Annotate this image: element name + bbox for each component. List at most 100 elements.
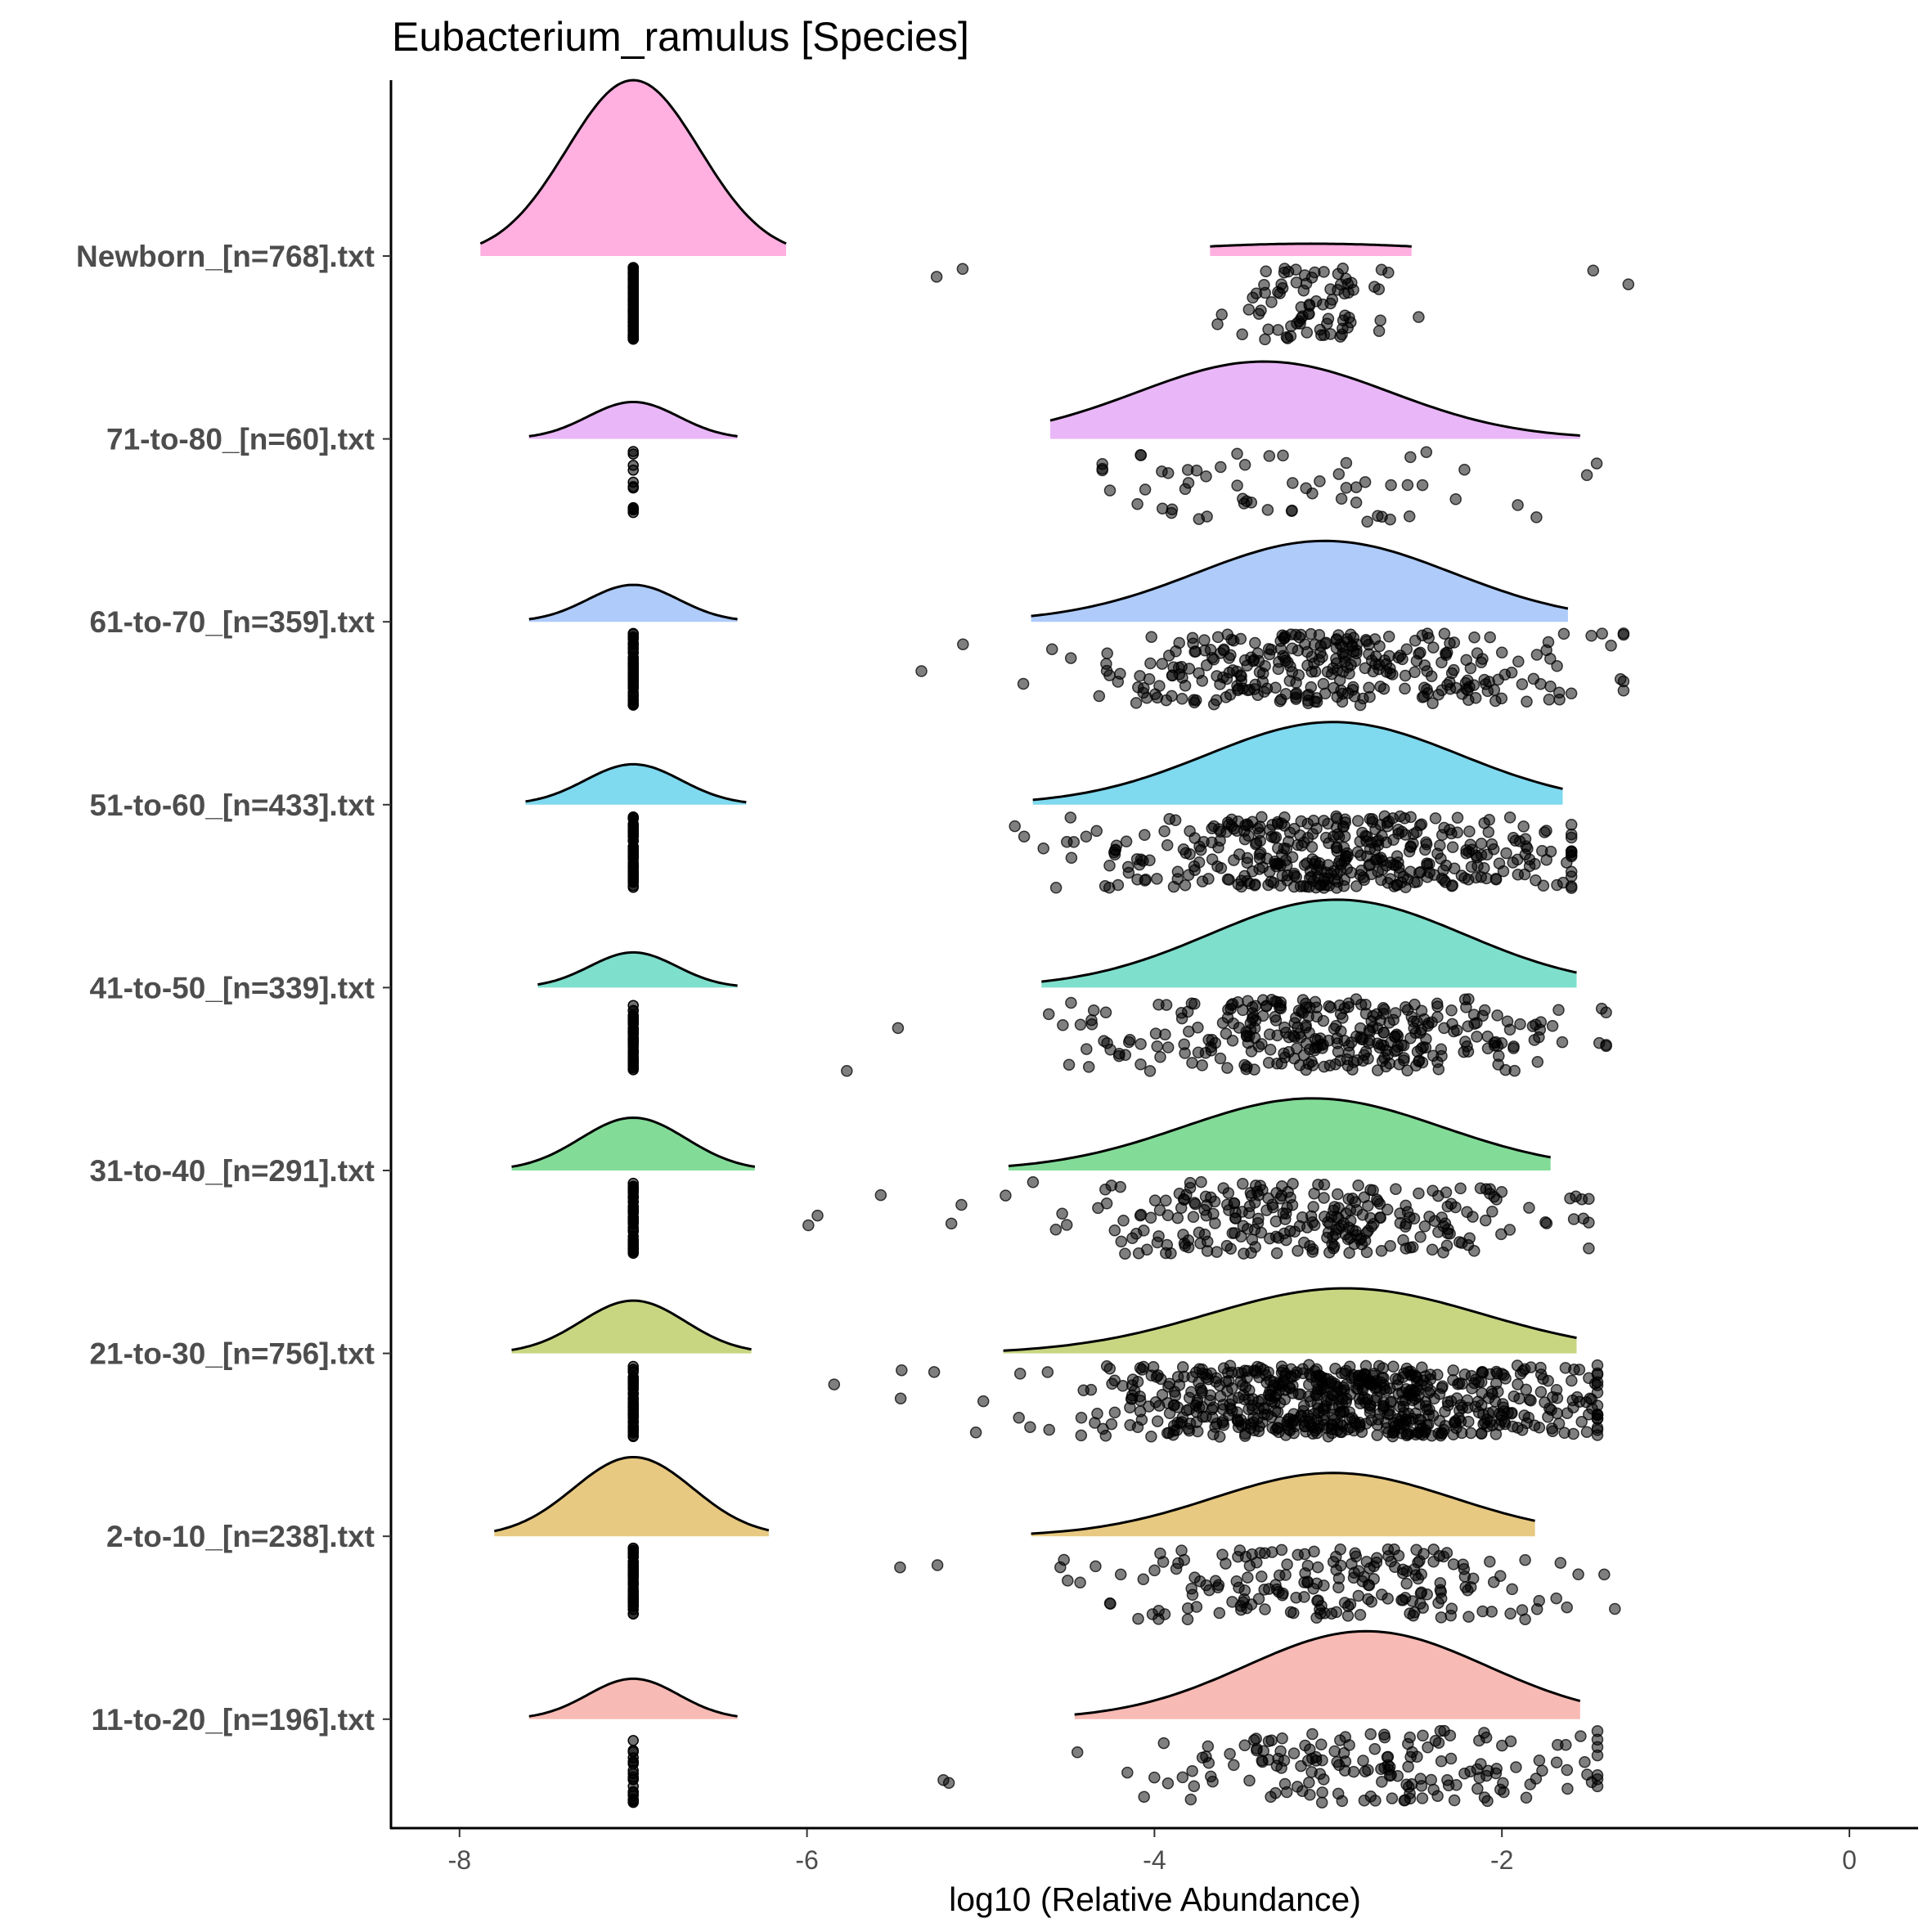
abundance-point xyxy=(1226,1227,1239,1239)
abundance-point xyxy=(1369,1394,1382,1407)
y-tick-label: 11-to-20_[n=196].txt xyxy=(92,1703,375,1737)
abundance-point xyxy=(1099,1006,1112,1018)
abundance-point xyxy=(1364,858,1377,870)
abundance-point xyxy=(1396,1386,1409,1399)
abundance-point xyxy=(1289,628,1302,641)
zero-point xyxy=(627,1000,639,1011)
abundance-point xyxy=(1471,1782,1484,1795)
abundance-point xyxy=(1009,820,1021,833)
abundance-point xyxy=(1183,663,1196,675)
abundance-point xyxy=(1160,694,1173,707)
abundance-point xyxy=(1065,851,1078,865)
abundance-point xyxy=(1139,483,1152,496)
abundance-point xyxy=(957,638,969,650)
abundance-point xyxy=(1196,1751,1209,1764)
abundance-point xyxy=(1410,1382,1423,1395)
abundance-point xyxy=(1352,1565,1365,1577)
y-tick-label: 71-to-80_[n=60].txt xyxy=(106,423,375,456)
abundance-point xyxy=(1292,669,1305,681)
abundance-point xyxy=(1269,1010,1282,1023)
abundance-point xyxy=(1384,513,1396,526)
y-axis: Newborn_[n=768].txt 71-to-80_[n=60].txt 61… xyxy=(76,240,391,1737)
abundance-point xyxy=(1579,1756,1591,1768)
abundance-point xyxy=(1177,843,1190,856)
abundance-point xyxy=(1256,1038,1268,1050)
abundance-point xyxy=(1352,1589,1365,1602)
abundance-point xyxy=(1256,1755,1269,1768)
abundance-point xyxy=(1405,1368,1418,1381)
abundance-point xyxy=(1370,1008,1383,1021)
abundance-point xyxy=(1382,815,1395,828)
abundance-point xyxy=(1421,871,1434,883)
abundance-point xyxy=(1126,1232,1139,1245)
abundance-point xyxy=(1287,1747,1301,1759)
abundance-point xyxy=(1550,1756,1563,1768)
abundance-point xyxy=(1378,1762,1391,1774)
abundance-point xyxy=(1530,874,1542,887)
abundance-point xyxy=(1239,1550,1252,1563)
abundance-point xyxy=(1454,1182,1467,1195)
abundance-point xyxy=(1223,818,1235,831)
abundance-point xyxy=(1277,449,1289,462)
abundance-point xyxy=(1422,1019,1434,1032)
zero-density-fill xyxy=(525,764,747,805)
abundance-point xyxy=(1151,873,1163,885)
abundance-point xyxy=(1103,859,1116,872)
abundance-point xyxy=(1350,647,1363,660)
abundance-point xyxy=(1241,856,1254,869)
abundance-point xyxy=(1382,631,1395,643)
abundance-point xyxy=(1255,1226,1268,1239)
abundance-point xyxy=(1455,869,1468,882)
abundance-point xyxy=(1238,1739,1251,1752)
abundance-point xyxy=(1074,1576,1086,1588)
abundance-point xyxy=(1364,812,1377,825)
abundance-point xyxy=(1359,476,1372,488)
abundance-point xyxy=(1275,1543,1288,1557)
abundance-point xyxy=(1237,1004,1249,1017)
abundance-point xyxy=(1238,459,1251,471)
abundance-point xyxy=(1530,511,1543,523)
zero-density-outline xyxy=(511,1299,752,1351)
abundance-point xyxy=(1302,697,1314,709)
abundance-point xyxy=(811,1209,824,1222)
abundance-point xyxy=(1175,1007,1188,1019)
abundance-point xyxy=(1605,640,1617,652)
abundance-point xyxy=(1248,1063,1260,1076)
abundance-point xyxy=(1087,1004,1100,1017)
zero-point xyxy=(627,1246,639,1258)
abundance-point xyxy=(1448,1025,1460,1038)
abundance-point xyxy=(874,1188,887,1202)
abundance-point xyxy=(1591,1733,1604,1746)
abundance-point xyxy=(1092,1202,1104,1215)
abundance-point xyxy=(1546,1020,1559,1032)
abundance-point xyxy=(1145,1431,1157,1443)
abundance-point xyxy=(1507,1040,1520,1053)
abundance-point xyxy=(1232,1366,1245,1379)
abundance-point xyxy=(1387,1360,1400,1373)
abundance-point xyxy=(1519,848,1532,860)
abundance-point xyxy=(1512,655,1525,668)
abundance-point xyxy=(1334,1543,1346,1556)
abundance-point xyxy=(1253,666,1266,678)
abundance-point xyxy=(1162,1427,1175,1439)
abundance-point xyxy=(1493,1049,1505,1063)
abundance-point xyxy=(1211,1418,1223,1430)
abundance-point xyxy=(1270,1759,1283,1772)
abundance-point xyxy=(1341,1610,1355,1622)
zero-density-fill xyxy=(511,1301,752,1354)
abundance-point xyxy=(1271,1422,1283,1435)
abundance-point xyxy=(1143,854,1156,867)
abundance-point xyxy=(1318,1192,1330,1204)
abundance-point xyxy=(1000,1189,1012,1202)
abundance-point xyxy=(1332,1188,1344,1201)
abundance-point xyxy=(1355,1033,1368,1045)
abundance-point xyxy=(1350,880,1363,892)
zero-point xyxy=(627,331,639,344)
abundance-point xyxy=(1186,1057,1198,1069)
abundance-point xyxy=(1231,680,1243,692)
abundance-point xyxy=(1495,646,1508,659)
abundance-point xyxy=(1141,1243,1153,1256)
abundance-point xyxy=(1591,1359,1604,1372)
abundance-point xyxy=(1342,1046,1355,1058)
abundance-point xyxy=(1101,1036,1113,1049)
